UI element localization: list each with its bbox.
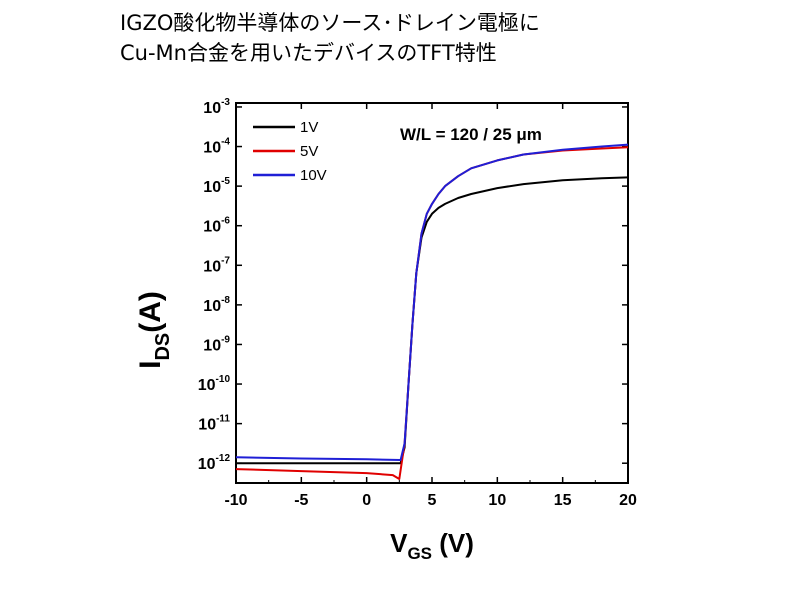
y-tick-label: 10-8 bbox=[203, 295, 230, 315]
legend-label-5v: 5V bbox=[300, 143, 318, 160]
figure-caption: IGZO酸化物半導体のソース･ドレイン電極に Cu-Mn合金を用いたデバイスのT… bbox=[120, 8, 760, 68]
x-tick-label: 15 bbox=[554, 492, 572, 509]
y-tick-label: 10-6 bbox=[203, 216, 230, 236]
y-tick-label: 10-4 bbox=[203, 137, 230, 157]
y-tick-label: 10-3 bbox=[203, 97, 230, 117]
x-axis-label-main: V bbox=[390, 528, 408, 558]
series-line-5v bbox=[235, 146, 629, 480]
legend-label-10v: 10V bbox=[300, 167, 327, 184]
y-tick-label: 10-7 bbox=[203, 255, 230, 275]
x-tick-label: 20 bbox=[619, 492, 637, 509]
annotation-wl: W/L = 120 / 25 μm bbox=[400, 125, 542, 144]
y-axis-label: IDS(A) bbox=[134, 291, 174, 369]
caption-line-2: Cu-Mn合金を用いたデバイスのTFT特性 bbox=[120, 41, 497, 65]
x-axis-label: VGS (V) bbox=[390, 528, 474, 563]
y-axis-label-unit: (A) bbox=[134, 291, 167, 333]
x-tick-label: -5 bbox=[294, 492, 308, 509]
x-axis-label-sub: GS bbox=[407, 544, 432, 563]
y-tick-label: 10-12 bbox=[198, 453, 231, 473]
y-tick-label: 10-5 bbox=[203, 176, 230, 196]
x-tick-label: 10 bbox=[488, 492, 506, 509]
x-tick-label: 0 bbox=[362, 492, 371, 509]
caption-line-1: IGZO酸化物半導体のソース･ドレイン電極に bbox=[120, 11, 540, 35]
x-tick-label: 5 bbox=[428, 492, 437, 509]
y-axis-label-sub: DS bbox=[152, 333, 174, 361]
series-line-1v bbox=[236, 176, 629, 465]
y-tick-label: 10-10 bbox=[198, 374, 231, 394]
x-axis-label-unit: (V) bbox=[432, 528, 474, 558]
y-tick-label: 10-11 bbox=[198, 414, 230, 434]
legend-label-1v: 1V bbox=[300, 119, 318, 136]
x-tick-label: -10 bbox=[224, 492, 247, 509]
y-axis-label-main: I bbox=[134, 361, 167, 369]
series-line-10v bbox=[235, 143, 629, 461]
y-tick-label: 10-9 bbox=[203, 334, 230, 354]
plot-frame bbox=[235, 102, 629, 484]
